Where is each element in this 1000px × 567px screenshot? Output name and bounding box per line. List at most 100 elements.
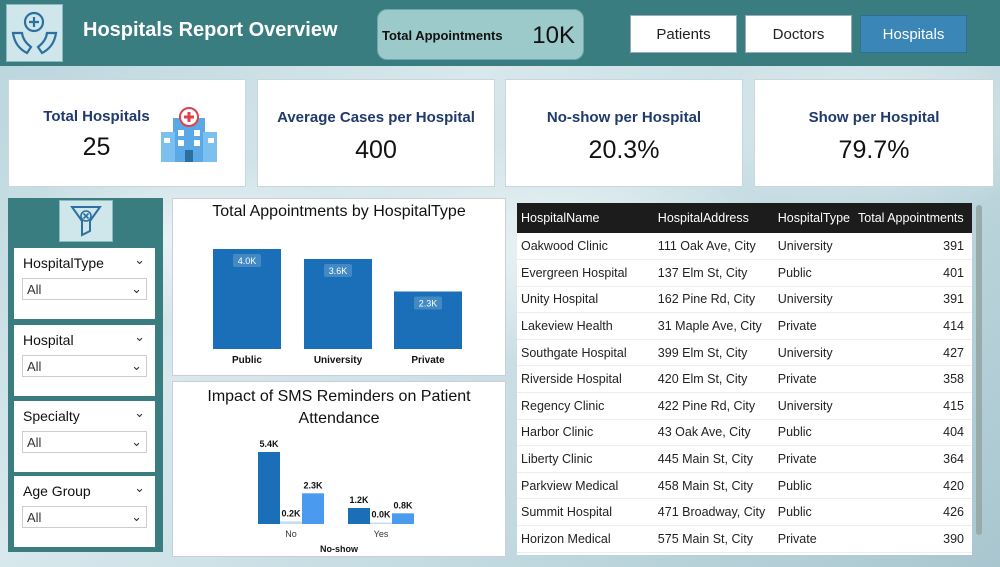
data-label-bg bbox=[324, 264, 352, 277]
nav-doctors-button[interactable]: Doctors bbox=[745, 15, 852, 53]
table-row[interactable]: Liberty Clinic 445 Main St, City Private 36… bbox=[517, 445, 972, 473]
slicer-name: HospitalType bbox=[23, 255, 104, 271]
data-label: 3.6K bbox=[329, 266, 348, 276]
table-scrollbar[interactable] bbox=[976, 205, 982, 535]
slicer-dropdown[interactable]: All ⌄ bbox=[22, 431, 147, 453]
data-label: 0.2K bbox=[281, 508, 301, 518]
kpi-value: 400 bbox=[355, 136, 397, 164]
table-cell: Oakwood Clinic bbox=[517, 233, 654, 261]
total-appointments-value: 10K bbox=[532, 22, 575, 49]
table-cell: Private bbox=[773, 365, 855, 394]
column-header[interactable]: HospitalType bbox=[773, 203, 855, 233]
column-header[interactable]: Total Appointments bbox=[854, 203, 972, 233]
bar bbox=[370, 522, 392, 524]
bar bbox=[348, 508, 370, 524]
table-cell: 162 Pine Rd, City bbox=[653, 286, 774, 314]
total-appointments-label: Total Appointments bbox=[382, 28, 503, 43]
table-cell: 137 Elm St, City bbox=[653, 259, 774, 287]
table-cell: Private bbox=[773, 312, 855, 340]
table-cell: 390 bbox=[854, 525, 972, 553]
kpi-no-show: No-show per Hospital 20.3% bbox=[505, 79, 743, 187]
column-header[interactable]: HospitalAddress bbox=[653, 203, 774, 233]
chevron-down-icon[interactable]: ⌄ bbox=[134, 329, 145, 344]
table-cell: 415 bbox=[854, 392, 972, 420]
table-cell: University bbox=[773, 286, 855, 314]
table-cell: 391 bbox=[854, 286, 972, 314]
data-label-bg bbox=[233, 254, 261, 267]
slicer-age-group[interactable]: Age Group ⌄ All ⌄ bbox=[14, 476, 155, 547]
hospital-building-icon bbox=[161, 107, 217, 162]
slicer-hospitaltype[interactable]: HospitalType ⌄ All ⌄ bbox=[14, 248, 155, 319]
chevron-down-icon[interactable]: ⌄ bbox=[134, 252, 145, 267]
kpi-value: 20.3% bbox=[588, 136, 660, 164]
chevron-down-icon[interactable]: ⌄ bbox=[131, 281, 142, 296]
slicer-dropdown[interactable]: All ⌄ bbox=[22, 355, 147, 377]
table-cell: 458 Main St, City bbox=[653, 472, 774, 500]
bar bbox=[280, 521, 302, 524]
nav-hospitals-button[interactable]: Hospitals bbox=[860, 15, 967, 53]
table-row[interactable]: Unity Hospital 162 Pine Rd, City Universit… bbox=[517, 286, 972, 314]
table-row[interactable]: Regency Clinic 422 Pine Rd, City Universit… bbox=[517, 392, 972, 420]
nav-patients-button[interactable]: Patients bbox=[630, 15, 737, 53]
chart-sms-reminders: Impact of SMS Reminders on Patient Atten… bbox=[172, 381, 506, 557]
table-cell: Evergreen Hospital bbox=[517, 259, 654, 287]
table-cell: Southgate Hospital bbox=[517, 339, 654, 367]
table-cell: 422 Pine Rd, City bbox=[653, 392, 774, 420]
table-cell: University bbox=[773, 233, 855, 261]
table-row[interactable]: Horizon Medical 575 Main St, City Private 3… bbox=[517, 525, 972, 553]
clear-filter-icon[interactable] bbox=[59, 200, 113, 242]
table-cell: Unity Hospital bbox=[517, 286, 654, 314]
table-cell: 399 Elm St, City bbox=[653, 339, 774, 367]
kpi-show: Show per Hospital 79.7% bbox=[754, 79, 994, 187]
kpi-label: Show per Hospital bbox=[808, 109, 940, 126]
table-cell: 420 bbox=[854, 472, 972, 500]
table-cell: Public bbox=[773, 472, 855, 500]
bar bbox=[394, 291, 462, 349]
table-cell: Riverside Hospital bbox=[517, 365, 654, 394]
data-label: 2.3K bbox=[419, 299, 438, 309]
slicer-name: Age Group bbox=[23, 483, 91, 499]
table-cell: Horizon Medical bbox=[517, 525, 654, 553]
chevron-down-icon[interactable]: ⌄ bbox=[131, 509, 142, 524]
table-cell: Regency Clinic bbox=[517, 392, 654, 420]
table-row[interactable]: Oakwood Clinic 111 Oak Ave, City Universit… bbox=[517, 233, 972, 261]
slicer-specialty[interactable]: Specialty ⌄ All ⌄ bbox=[14, 401, 155, 472]
table-cell: Harbor Clinic bbox=[517, 419, 654, 447]
table-row[interactable]: Parkview Medical 458 Main St, City Public 4… bbox=[517, 472, 972, 500]
filter-panel: HospitalType ⌄ All ⌄ Hospital ⌄ All ⌄ Sp… bbox=[8, 198, 163, 552]
page-title: Hospitals Report Overview bbox=[83, 19, 338, 41]
column-header[interactable]: HospitalName bbox=[517, 203, 654, 233]
table-cell: 391 bbox=[854, 233, 972, 261]
table-cell: Private bbox=[773, 525, 855, 553]
table-cell: 401 bbox=[854, 259, 972, 287]
chevron-down-icon[interactable]: ⌄ bbox=[134, 480, 145, 495]
table-row[interactable]: Summit Hospital 471 Broadway, City Public 4… bbox=[517, 498, 972, 527]
table-cell: 420 Elm St, City bbox=[653, 365, 774, 394]
slicer-hospital[interactable]: Hospital ⌄ All ⌄ bbox=[14, 325, 155, 396]
table-cell: Public bbox=[773, 419, 855, 447]
chevron-down-icon[interactable]: ⌄ bbox=[131, 434, 142, 449]
chart-title: Total Appointments by HospitalType bbox=[212, 203, 466, 220]
table-row[interactable]: Lakeview Health 31 Maple Ave, City Private… bbox=[517, 312, 972, 340]
category-label: No bbox=[285, 529, 297, 539]
chevron-down-icon[interactable]: ⌄ bbox=[131, 358, 142, 373]
bar bbox=[304, 259, 372, 349]
table-cell: Private bbox=[773, 445, 855, 473]
chevron-down-icon[interactable]: ⌄ bbox=[134, 405, 145, 420]
table-row[interactable]: Southgate Hospital 399 Elm St, City Univer… bbox=[517, 339, 972, 367]
chart1-svg: 4.0K Public 3.6K University 2.3K Private bbox=[213, 249, 462, 366]
table-cell: 471 Broadway, City bbox=[653, 498, 774, 527]
chart-title: Impact of SMS Reminders on Patient Atten… bbox=[207, 388, 471, 427]
table-cell: Public bbox=[773, 498, 855, 527]
data-label: 5.4K bbox=[259, 439, 279, 449]
table-cell: 427 bbox=[854, 339, 972, 367]
slicer-dropdown[interactable]: All ⌄ bbox=[22, 278, 147, 300]
table-row[interactable]: Riverside Hospital 420 Elm St, City Privat… bbox=[517, 365, 972, 394]
table-cell: 111 Oak Ave, City bbox=[653, 233, 774, 261]
hospital-care-logo-icon bbox=[6, 4, 63, 62]
slicer-dropdown[interactable]: All ⌄ bbox=[22, 506, 147, 528]
chart-appointments-by-type: Total Appointments by HospitalType 4.0K P… bbox=[172, 198, 506, 376]
table-cell: 404 bbox=[854, 419, 972, 447]
table-row[interactable]: Harbor Clinic 43 Oak Ave, City Public 404 bbox=[517, 419, 972, 447]
table-row[interactable]: Evergreen Hospital 137 Elm St, City Public… bbox=[517, 259, 972, 287]
